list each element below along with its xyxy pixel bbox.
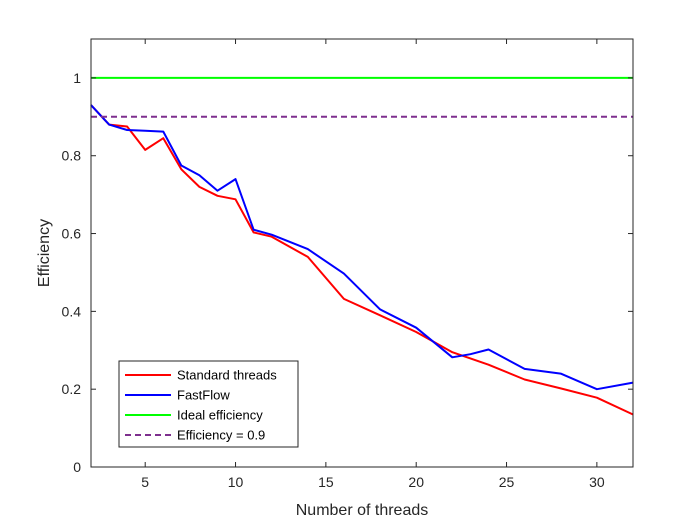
- series-layer: [90, 76, 634, 416]
- series-line-1: [90, 104, 634, 391]
- legend-entry: Standard threads: [177, 368, 277, 383]
- y-tick-label: 1: [73, 70, 81, 86]
- series-line-0: [90, 104, 634, 416]
- x-axis-label: Number of threads: [296, 502, 429, 519]
- legend-entry: FastFlow: [177, 388, 230, 403]
- x-tick-label: 5: [141, 474, 149, 490]
- x-tick-label: 15: [318, 474, 334, 490]
- x-tick-label: 30: [589, 474, 605, 490]
- legend: Standard threads FastFlow Ideal efficiency…: [118, 360, 299, 448]
- y-tick-label: 0.4: [62, 303, 82, 319]
- legend-entry: Efficiency = 0.9: [177, 428, 265, 443]
- x-tick-label: 25: [499, 474, 515, 490]
- legend-entry: Ideal efficiency: [177, 408, 263, 423]
- y-tick-label: 0: [73, 459, 81, 475]
- x-tick-label: 10: [228, 474, 244, 490]
- y-tick-label: 0.6: [62, 226, 82, 242]
- x-tick-label: 20: [408, 474, 424, 490]
- y-tick-label: 0.8: [62, 148, 82, 164]
- y-tick-label: 0.2: [62, 381, 82, 397]
- ticks-layer: 5 10 15 20 25 30 0 0.2 0.4 0.6 0.8 1: [62, 39, 633, 490]
- y-axis-label: Efficiency: [36, 219, 53, 287]
- plot-frame: [90, 38, 634, 468]
